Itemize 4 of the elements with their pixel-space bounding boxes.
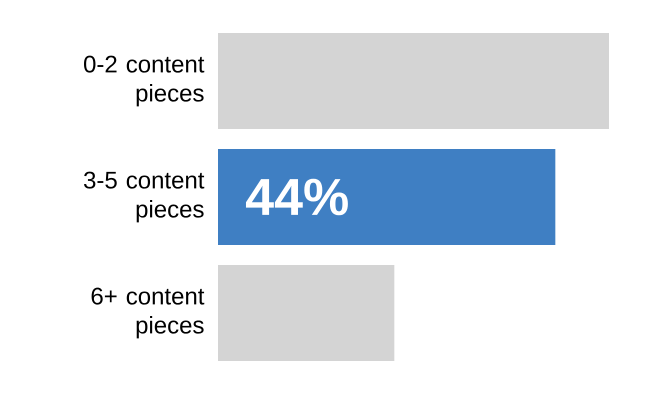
y-tick-label: 3-5 content pieces <box>84 172 204 222</box>
data-label: 44% <box>246 178 348 216</box>
y-tick-label: 6+ content pieces <box>92 288 204 338</box>
y-tick-label: 0-2 content pieces <box>84 56 204 106</box>
